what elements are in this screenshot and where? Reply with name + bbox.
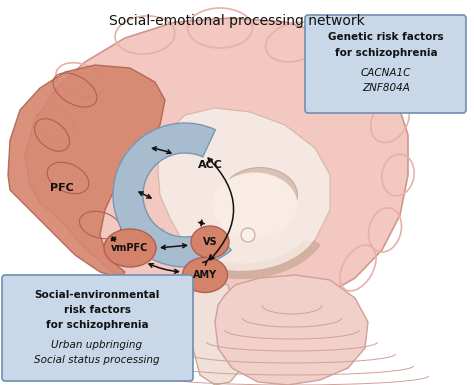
Text: ACC: ACC [198,160,222,170]
Polygon shape [25,18,408,312]
Ellipse shape [191,226,229,258]
Text: Social-emotional processing network: Social-emotional processing network [109,14,365,28]
Polygon shape [190,280,240,385]
Ellipse shape [222,167,298,223]
Text: Urban upbringing: Urban upbringing [52,340,143,350]
FancyBboxPatch shape [305,15,466,113]
Text: for schizophrenia: for schizophrenia [335,48,438,58]
Text: vmPFC: vmPFC [111,243,149,253]
Text: AMY: AMY [193,270,217,280]
Ellipse shape [212,172,298,238]
Text: risk factors: risk factors [64,305,130,315]
Polygon shape [8,65,165,278]
Circle shape [241,228,255,242]
Text: PFC: PFC [50,183,74,193]
Text: ZNF804A: ZNF804A [362,83,410,93]
Text: VS: VS [203,237,217,247]
Text: for schizophrenia: for schizophrenia [46,320,148,330]
Wedge shape [113,123,231,267]
FancyBboxPatch shape [2,275,193,381]
Text: CACNA1C: CACNA1C [361,68,411,78]
Polygon shape [215,275,368,385]
Polygon shape [158,108,330,275]
Text: Genetic risk factors: Genetic risk factors [328,32,444,42]
Ellipse shape [104,229,156,267]
Ellipse shape [182,258,228,293]
Text: Social-environmental: Social-environmental [34,290,160,300]
Text: Social status processing: Social status processing [34,355,160,365]
